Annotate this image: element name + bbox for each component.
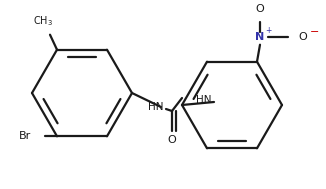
Text: O: O <box>298 32 307 42</box>
Text: +: + <box>265 26 271 35</box>
Text: O: O <box>168 135 176 145</box>
Text: O: O <box>256 4 264 14</box>
Text: CH$_3$: CH$_3$ <box>33 14 53 28</box>
Text: HN: HN <box>196 95 212 105</box>
Text: HN: HN <box>148 102 164 112</box>
Text: N: N <box>255 32 265 42</box>
Text: Br: Br <box>19 131 31 141</box>
Text: −: − <box>310 27 319 37</box>
